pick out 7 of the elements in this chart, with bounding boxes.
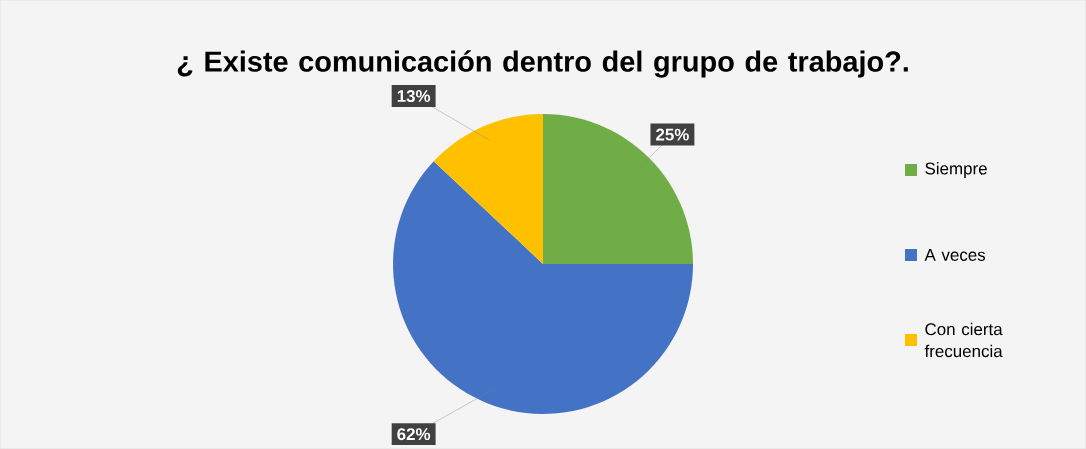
chart-title: ¿ Existe comunicación dentro del grupo de trabajo?. [177, 50, 908, 78]
legend-label: A veces [924, 249, 986, 261]
data-label: 25% [656, 128, 689, 141]
legend-label: Siempre [925, 162, 987, 178]
data-label: 62% [397, 428, 431, 441]
legend-label: Con cierta frecuencia [924, 322, 1003, 358]
data-label: 13% [397, 90, 431, 103]
